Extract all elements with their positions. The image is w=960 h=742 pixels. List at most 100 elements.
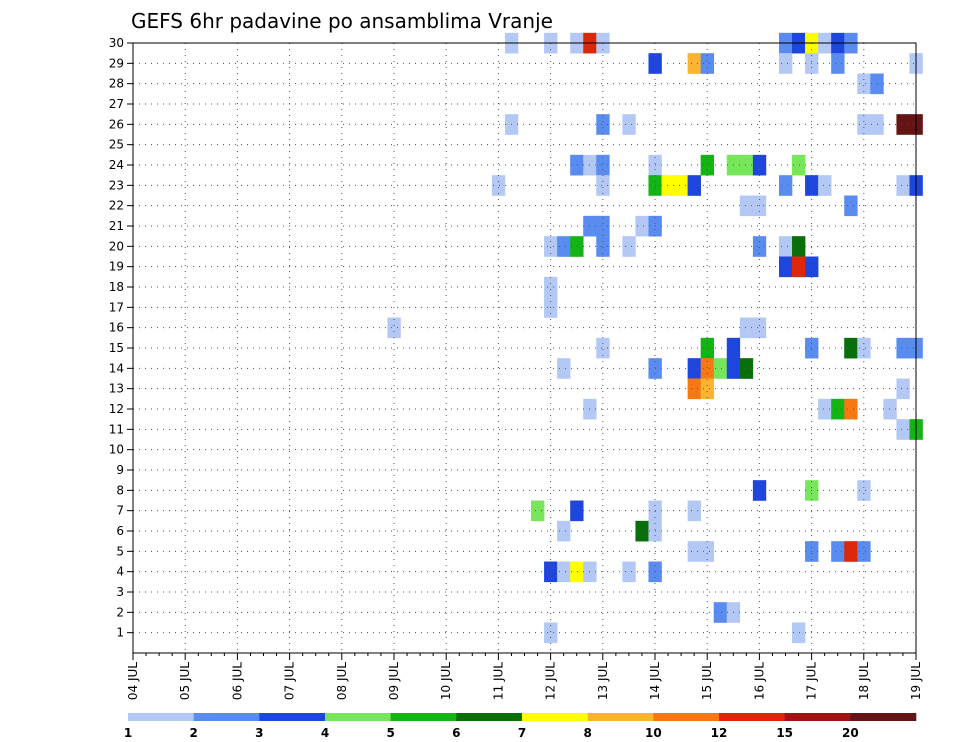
- heatmap-cell: [570, 500, 584, 522]
- y-tick-label: 12: [109, 402, 124, 416]
- heatmap-cell: [857, 73, 871, 95]
- heatmap-cell: [687, 378, 701, 400]
- x-tick-label: 10 JUL: [439, 662, 453, 700]
- heatmap-cell: [818, 175, 832, 196]
- heatmap-cell: [491, 175, 506, 196]
- colorbar-label: 10: [645, 726, 662, 740]
- y-tick-label: 9: [116, 463, 124, 477]
- y-tick-label: 18: [109, 280, 124, 294]
- y-tick-label: 17: [109, 300, 124, 314]
- heatmap-cell: [674, 175, 688, 196]
- heatmap-cell: [557, 236, 571, 257]
- heatmap-cell: [752, 236, 767, 257]
- heatmap-cell: [896, 378, 910, 400]
- heatmap-cell: [752, 317, 767, 339]
- heatmap-cell: [857, 480, 871, 501]
- y-tick-label: 30: [109, 36, 124, 50]
- colorbar-label: 5: [386, 726, 394, 740]
- x-tick-label: 12 JUL: [544, 662, 558, 700]
- x-tick-label: 07 JUL: [283, 662, 297, 700]
- y-tick-label: 1: [116, 626, 124, 640]
- heatmap-cell: [622, 561, 636, 583]
- y-tick-label: 7: [116, 504, 124, 518]
- heatmap-cell: [557, 520, 571, 542]
- heatmap-cell: [792, 154, 806, 176]
- heatmap-cell: [857, 114, 871, 135]
- y-tick-label: 19: [109, 260, 124, 274]
- heatmap-cells: [387, 32, 923, 644]
- y-tick-label: 25: [109, 138, 124, 152]
- heatmap-cell: [557, 561, 571, 583]
- heatmap-cell: [831, 541, 845, 562]
- y-tick-label: 24: [109, 158, 124, 172]
- heatmap-cell: [818, 398, 832, 420]
- y-tick-label: 11: [109, 422, 124, 436]
- y-axis: 1234567891011121314151617181920212223242…: [109, 36, 133, 640]
- x-tick-label: 08 JUL: [335, 662, 349, 700]
- x-tick-label: 19 JUL: [909, 662, 923, 700]
- heatmap-cell: [752, 480, 767, 501]
- heatmap-cell: [596, 337, 610, 359]
- y-tick-label: 22: [109, 199, 124, 213]
- heatmap-cell: [687, 358, 701, 379]
- colorbar-swatch: [653, 713, 720, 721]
- colorbar-swatch: [719, 713, 785, 721]
- heatmap-cell: [883, 398, 897, 420]
- heatmap-cell: [857, 337, 871, 359]
- x-tick-label: 13 JUL: [596, 662, 610, 700]
- colorbar-swatch: [522, 713, 588, 721]
- x-tick-label: 14 JUL: [648, 662, 662, 700]
- heatmap-cell: [531, 500, 545, 522]
- heatmap-cell: [700, 541, 715, 562]
- x-tick-label: 17 JUL: [805, 662, 819, 700]
- heatmap-cell: [831, 398, 845, 420]
- y-tick-label: 14: [109, 361, 124, 375]
- y-tick-label: 29: [109, 56, 124, 70]
- y-tick-label: 28: [109, 77, 124, 91]
- colorbar-label: 3: [255, 726, 263, 740]
- heatmap-cell: [739, 195, 754, 217]
- heatmap-cell: [687, 500, 701, 522]
- heatmap-cell: [622, 114, 636, 135]
- colorbar-label: 7: [518, 726, 526, 740]
- x-tick-label: 15 JUL: [700, 662, 714, 700]
- heatmap-cell: [622, 236, 636, 257]
- x-tick-label: 18 JUL: [857, 662, 871, 700]
- colorbar-swatch: [259, 713, 326, 721]
- colorbar: 1 2 3 4 5 6 7 8 10 12 15 20: [124, 713, 917, 740]
- heatmap-cell: [778, 175, 793, 196]
- heatmap-cell: [896, 114, 910, 135]
- heatmap-cell: [700, 378, 715, 400]
- colorbar-swatch: [784, 713, 851, 721]
- x-tick-label: 11 JUL: [491, 662, 505, 700]
- heatmap-cell: [661, 175, 675, 196]
- colorbar-label: 4: [321, 726, 329, 740]
- heatmap-cell: [596, 236, 610, 257]
- y-tick-label: 8: [116, 483, 124, 497]
- x-axis: 04 JUL 05 JUL 06 JUL 07 JUL 08 JUL 09 JUL 10 J…: [126, 653, 923, 700]
- heatmap-cell: [844, 398, 858, 420]
- x-tick-label: 05 JUL: [178, 662, 192, 700]
- heatmap-cell: [778, 236, 793, 257]
- y-tick-label: 5: [116, 544, 124, 558]
- heatmap-cell: [792, 622, 806, 644]
- colorbar-label: 2: [189, 726, 197, 740]
- y-tick-label: 3: [116, 585, 124, 599]
- heatmap-cell: [544, 276, 558, 298]
- y-tick-label: 26: [109, 117, 124, 131]
- heatmap-cell: [792, 236, 806, 257]
- y-tick-label: 23: [109, 178, 124, 192]
- y-tick-label: 2: [116, 605, 124, 619]
- colorbar-label: 12: [711, 726, 728, 740]
- y-tick-label: 20: [109, 239, 124, 253]
- heatmap-cell: [831, 53, 845, 74]
- heatmap-cell: [700, 337, 715, 359]
- chart-title: GEFS 6hr padavine po ansamblima Vranje: [131, 9, 553, 33]
- y-tick-label: 21: [109, 219, 124, 233]
- colorbar-swatch: [850, 713, 917, 721]
- heatmap-cell: [570, 154, 584, 176]
- heatmap-cell: [387, 317, 401, 339]
- heatmap-cell: [687, 53, 701, 74]
- heatmap-cell: [687, 175, 701, 196]
